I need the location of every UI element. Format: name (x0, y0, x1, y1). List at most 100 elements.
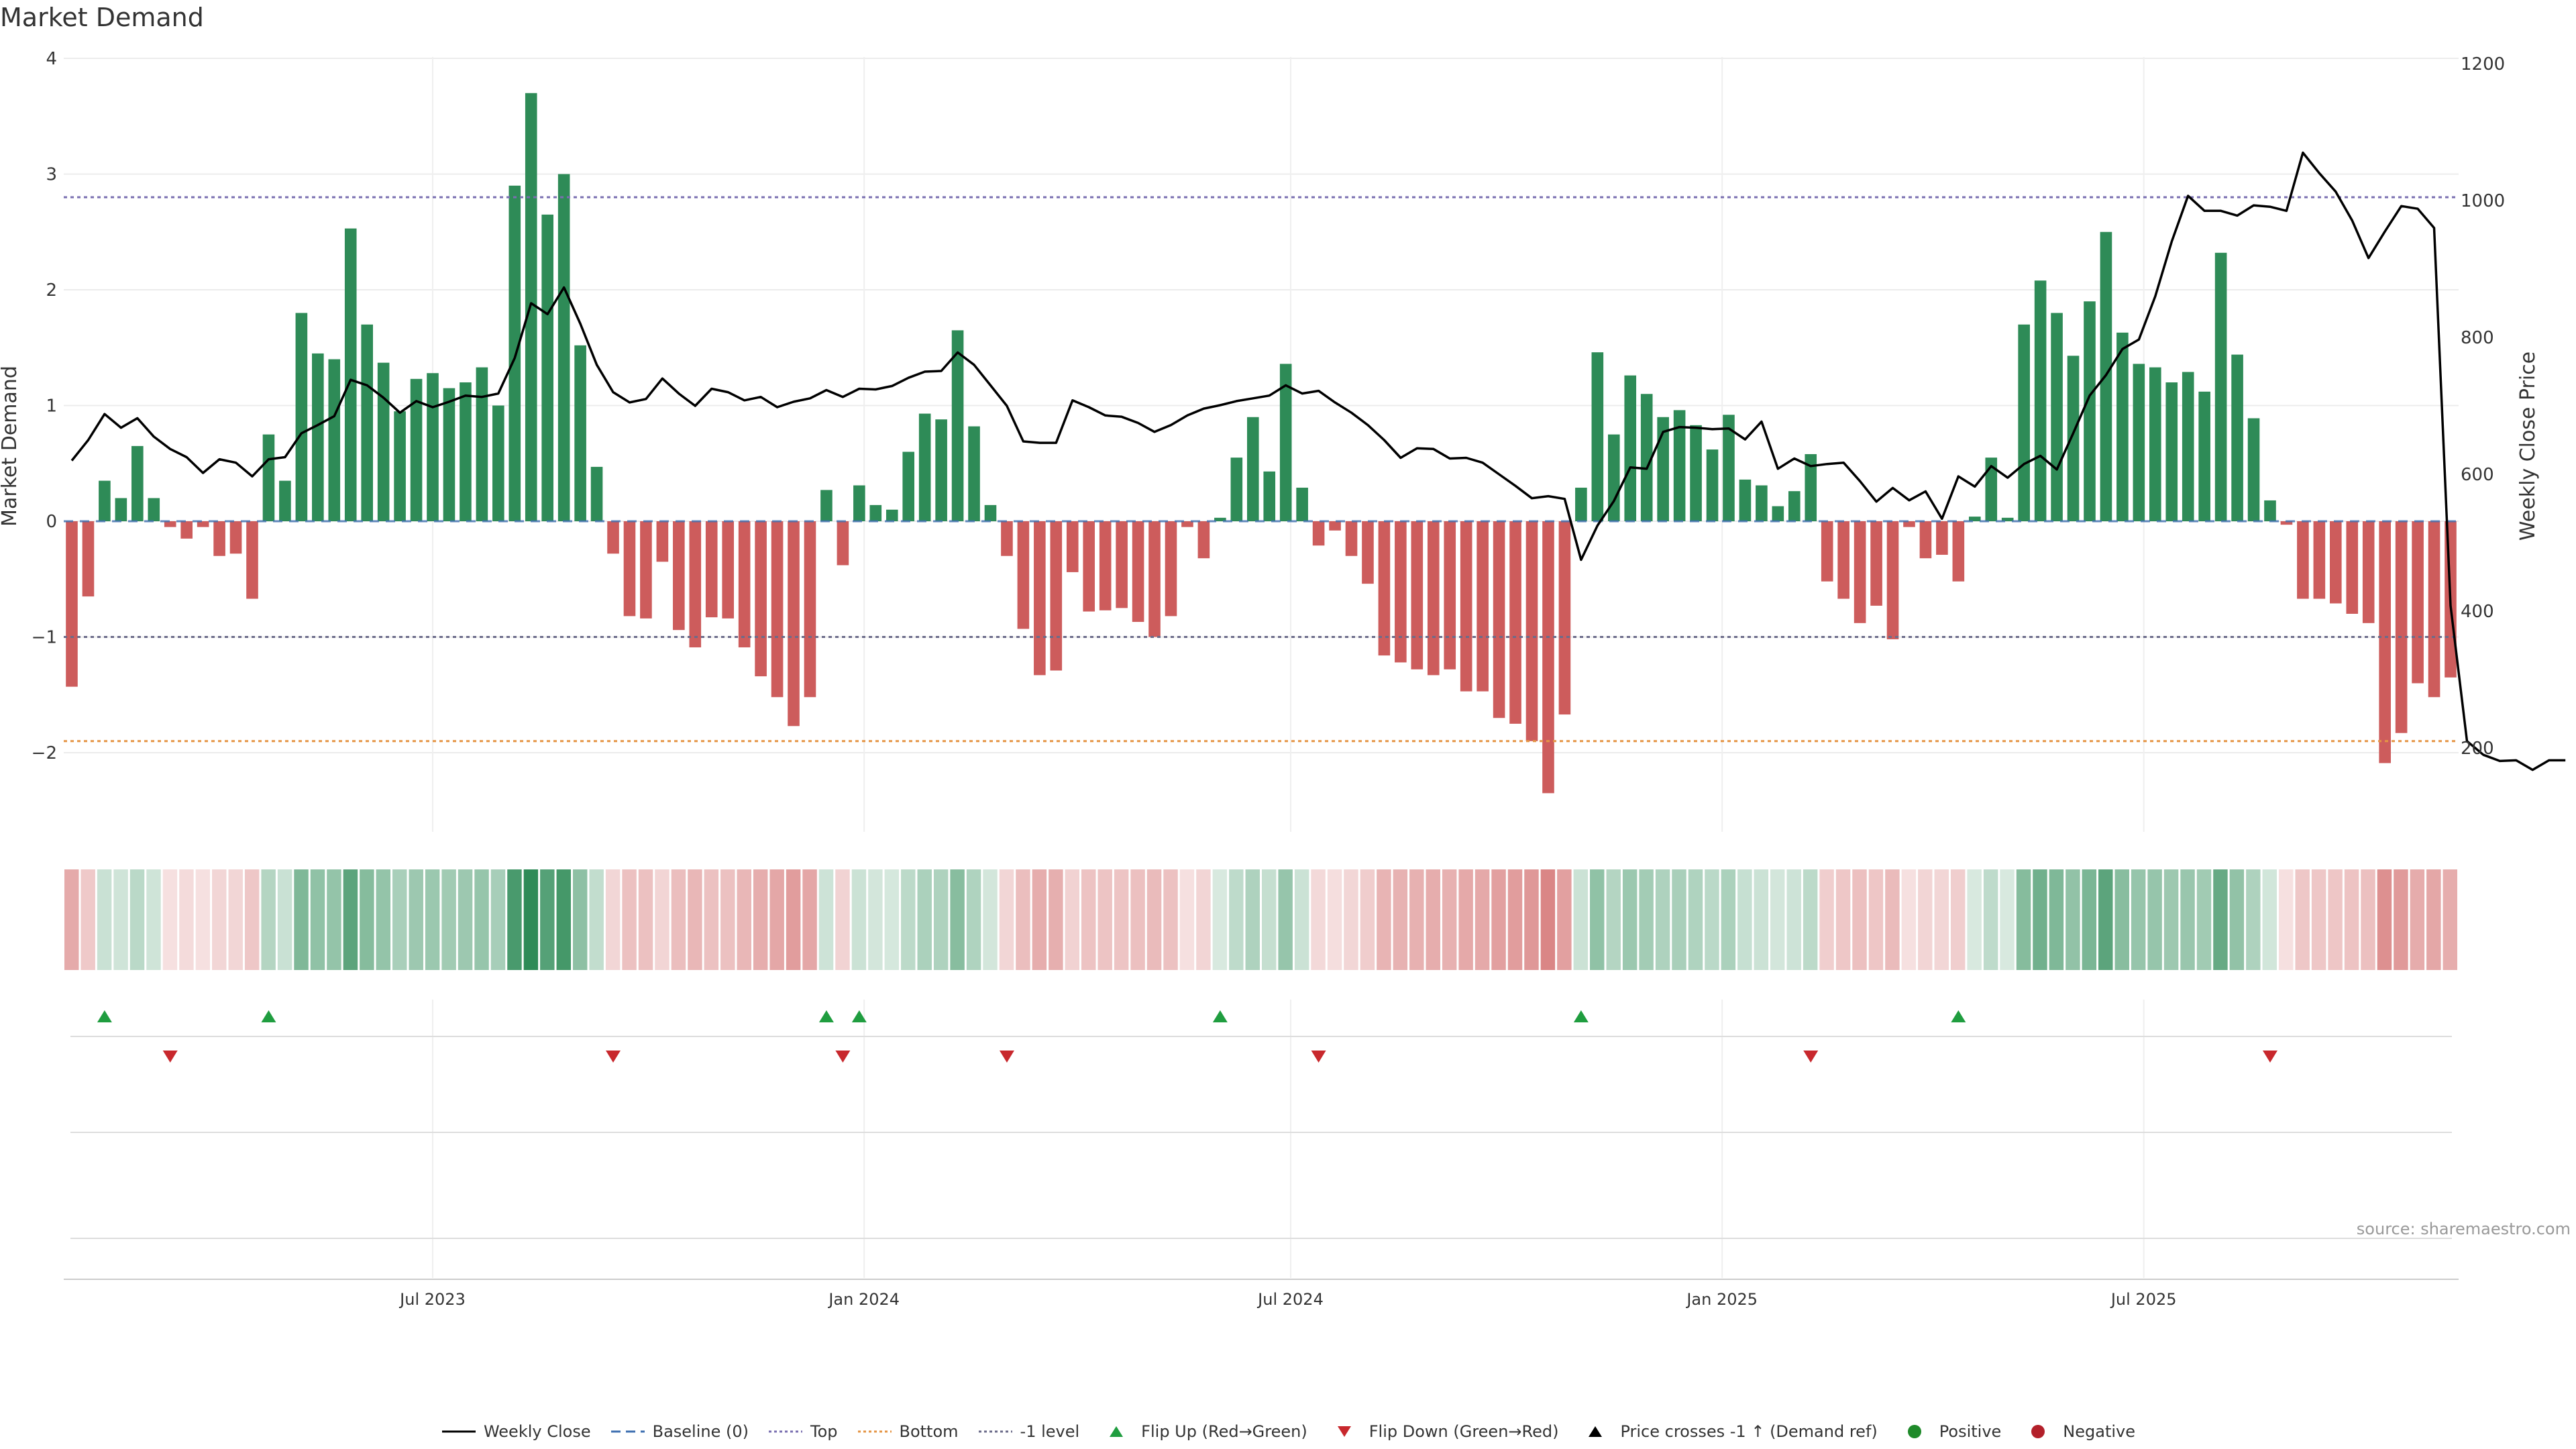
demand-bar (2051, 313, 2063, 521)
demand-bar (1378, 521, 1391, 656)
demand-bar (2330, 521, 2342, 604)
heatmap-cell (261, 869, 276, 970)
demand-bar (1460, 521, 1472, 692)
flip-down-marker (2262, 1051, 2277, 1063)
price-line-layer (70, 151, 2566, 771)
legend: Weekly Close Baseline (0) Top Bottom -1 leve… (0, 1422, 2576, 1441)
heatmap-cell (2180, 869, 2195, 970)
heatmap-cell (2279, 869, 2294, 970)
demand-bar (918, 413, 931, 521)
demand-bar (2182, 372, 2194, 521)
demand-bar (1821, 521, 1833, 582)
heatmap-cell (490, 869, 506, 970)
demand-bar (557, 174, 570, 521)
heatmap-cell (1344, 869, 1358, 970)
legend-item-weekly-close: Weekly Close (441, 1422, 591, 1441)
heatmap-cell (622, 869, 637, 970)
demand-bar (476, 367, 488, 521)
demand-bar (804, 521, 816, 698)
heatmap-cell (228, 869, 243, 970)
flip-up-legend-icon (1098, 1424, 1134, 1440)
positive-legend-icon (1896, 1424, 1933, 1440)
heatmap-cell (1311, 869, 1326, 970)
heatmap-cell (2311, 869, 2326, 970)
demand-bar (197, 521, 209, 527)
heatmap-cell (1573, 869, 1589, 970)
heatmap-cell (556, 869, 572, 970)
heatmap-cell (2394, 869, 2408, 970)
heatmap-cell (1950, 869, 1966, 970)
demand-bar (541, 214, 554, 521)
heatmap-cell (884, 869, 900, 970)
x-tick-label: Jan 2024 (827, 1290, 900, 1309)
heatmap-cell (1918, 869, 1933, 970)
demand-bar (1493, 521, 1505, 718)
heatmap-cell (1130, 869, 1145, 970)
legend-item-flip-up: Flip Up (Red→Green) (1098, 1422, 1307, 1441)
heatmap-cell (2131, 869, 2146, 970)
heatmap-cell (1409, 869, 1424, 970)
demand-bar (328, 359, 341, 521)
heatmap-cell (1540, 869, 1556, 970)
demand-bar (984, 504, 997, 521)
demand-bar (1607, 434, 1620, 521)
heatmap-cell (1097, 869, 1112, 970)
heatmap-cell (2114, 869, 2129, 970)
heatmap-cell (802, 869, 817, 970)
reference-lines (64, 196, 2459, 743)
demand-bar (377, 362, 390, 521)
heatmap-cell (2328, 869, 2343, 970)
demand-bar (2395, 521, 2408, 733)
heatmap-cell (638, 869, 653, 970)
x-tick-label: Jan 2025 (1685, 1290, 1758, 1309)
heatmap-cell (1245, 869, 1260, 970)
demand-bar (1477, 521, 1489, 692)
y2-axis-label: Weekly Close Price (2516, 352, 2540, 541)
flip-up-marker (1573, 1010, 1589, 1022)
demand-bar (2346, 521, 2359, 614)
heatmap-cell (1458, 869, 1473, 970)
demand-bar (1509, 521, 1521, 724)
heatmap-cell (1393, 869, 1408, 970)
y-tick-label: −2 (32, 743, 57, 763)
demand-bar (1985, 458, 1998, 521)
heatmap-cell (146, 869, 161, 970)
demand-bar (1690, 425, 1702, 521)
demand-bar (2231, 354, 2243, 521)
x-tick-label: Jul 2023 (398, 1290, 466, 1309)
legend-item-top: Top (767, 1422, 838, 1441)
demand-bar (607, 521, 619, 554)
y2-tick-label: 1200 (2461, 54, 2505, 74)
demand-bar (1099, 521, 1112, 610)
heatmap-cell (1229, 869, 1244, 970)
heatmap-cell (1672, 869, 1686, 970)
heatmap-cell (1524, 869, 1539, 970)
heatmap-cell (392, 869, 407, 970)
y2-tick-label: 200 (2461, 739, 2494, 759)
heatmap-cell (360, 869, 374, 970)
heatmap-cell (343, 869, 358, 970)
heatmap-cell (80, 869, 95, 970)
heatmap-cell (2295, 869, 2310, 970)
heatmap-cell (1737, 869, 1752, 970)
demand-bar (443, 388, 455, 521)
heatmap-cell (2196, 869, 2212, 970)
heatmap-cell (540, 869, 555, 970)
heatmap-cell (1278, 869, 1293, 970)
heatmap-cell (655, 869, 669, 970)
demand-bar (2297, 521, 2309, 599)
demand-bar (1345, 521, 1358, 556)
heatmap-cell (966, 869, 981, 970)
demand-bar (885, 509, 898, 521)
heatmap-cell (1442, 869, 1457, 970)
heatmap-cell (1146, 869, 1162, 970)
y-tick-label: 1 (46, 396, 57, 417)
flip-down-marker (162, 1051, 178, 1063)
heatmap-cell (1967, 869, 1982, 970)
demand-bar (1936, 521, 1948, 555)
demand-bar (427, 373, 439, 521)
legend-label: Positive (1939, 1422, 2002, 1441)
demand-bar (2412, 521, 2424, 684)
heatmap-cell (2065, 869, 2080, 970)
heatmap-cell (835, 869, 850, 970)
